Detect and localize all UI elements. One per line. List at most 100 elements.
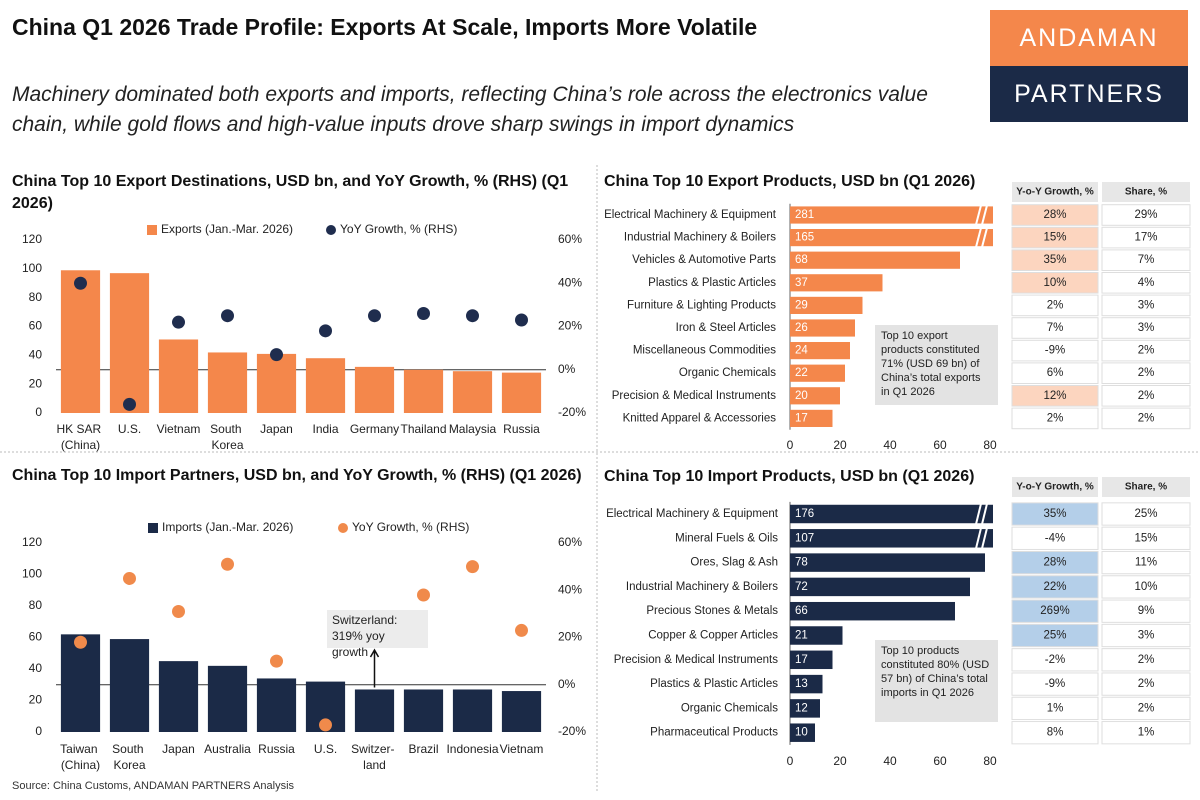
table-value: 29% <box>1134 209 1157 221</box>
value-label: 78 <box>795 557 808 569</box>
dot <box>270 348 283 362</box>
x-tick-label: Taiwan (China) <box>60 742 101 772</box>
table-header: Y-o-Y Growth, % <box>1016 187 1094 198</box>
value-label: 17 <box>795 654 808 666</box>
value-label: 17 <box>795 412 808 424</box>
table-cell <box>1101 294 1191 317</box>
bar <box>790 364 845 382</box>
table-value: 7% <box>1047 322 1064 334</box>
bar <box>790 553 985 572</box>
bar <box>790 342 850 360</box>
x-tick-label: Vietnam <box>500 742 544 756</box>
bar <box>207 352 248 413</box>
bar <box>790 601 955 621</box>
table-value: 35% <box>1043 254 1066 266</box>
table-cell <box>1011 550 1099 575</box>
bar <box>790 229 993 247</box>
category-label: Precision & Medical Instruments <box>614 654 779 666</box>
table-value: 22% <box>1043 581 1066 593</box>
bar <box>452 371 493 413</box>
legend-label: Imports (Jan.-Mar. 2026) <box>162 520 293 534</box>
legend-label: YoY Growth, % (RHS) <box>340 222 457 236</box>
value-label: 26 <box>795 322 808 334</box>
category-label: Electrical Machinery & Equipment <box>606 508 779 520</box>
dot <box>466 560 479 574</box>
chart-title: China Top 10 Export Destinations, USD bn… <box>12 173 569 212</box>
category-label: Plastics & Plastic Articles <box>648 277 776 289</box>
dot <box>74 276 87 290</box>
table-value: 15% <box>1043 232 1066 244</box>
table-value: 28% <box>1043 209 1066 221</box>
table-value: 269% <box>1040 605 1069 617</box>
bar <box>790 723 815 742</box>
table-value: 1% <box>1138 727 1155 739</box>
category-label: Iron & Steel Articles <box>676 322 777 334</box>
table-value: 2% <box>1138 654 1155 666</box>
x-tick-label: U.S. <box>314 742 337 756</box>
table-cell <box>1101 272 1191 294</box>
table-header-cell <box>1102 477 1190 497</box>
axis-break <box>975 503 982 525</box>
value-label: 20 <box>795 390 808 402</box>
annotation: Top 10 products constituted 80% (USD 57 … <box>875 640 998 722</box>
x-tick-label: 0 <box>787 754 794 768</box>
x-tick-label: 20 <box>833 438 847 452</box>
axis-break <box>981 527 988 549</box>
table-cell <box>1101 623 1191 648</box>
table-value: 6% <box>1047 367 1064 379</box>
y-tick-label: 80 <box>29 598 43 612</box>
table-value: -9% <box>1045 678 1065 690</box>
table-value: 2% <box>1138 702 1155 714</box>
bar <box>790 529 993 548</box>
bar <box>207 665 248 732</box>
value-label: 176 <box>795 508 814 520</box>
table-cell <box>1101 526 1191 550</box>
bar <box>790 577 970 597</box>
table-value: 25% <box>1043 630 1066 642</box>
y-tick-label: 60 <box>29 630 43 644</box>
value-label: 22 <box>795 367 808 379</box>
x-tick-label: 60 <box>933 438 947 452</box>
bar <box>403 369 444 413</box>
legend-label: Exports (Jan.-Mar. 2026) <box>161 222 293 236</box>
dot <box>417 588 430 602</box>
x-tick-label: 80 <box>983 438 997 452</box>
table-cell <box>1101 672 1191 696</box>
table-cell <box>1011 502 1099 526</box>
value-label: 72 <box>795 581 808 593</box>
axis-break <box>981 205 988 225</box>
table-value: 35% <box>1043 508 1066 520</box>
table-cell <box>1011 249 1099 271</box>
table-cell <box>1101 407 1191 430</box>
bar <box>501 691 542 732</box>
dot <box>417 307 430 321</box>
table-header-cell <box>1102 182 1190 202</box>
bar <box>501 372 542 413</box>
overflow-arrow <box>369 648 380 688</box>
table-cell <box>1011 204 1099 226</box>
value-label: 281 <box>795 209 814 221</box>
table-value: 1% <box>1047 702 1064 714</box>
y-tick-label: 40 <box>29 661 43 675</box>
axis-break <box>981 503 988 525</box>
table-cell <box>1101 204 1191 226</box>
category-label: Precious Stones & Metals <box>646 605 778 617</box>
table-cell <box>1011 362 1099 384</box>
value-label: 37 <box>795 277 808 289</box>
table-value: 28% <box>1043 557 1066 569</box>
y-tick-label: 100 <box>22 567 42 581</box>
y-tick-label: 20 <box>29 376 43 390</box>
x-tick-label: Australia <box>204 742 251 756</box>
x-tick-label: Brazil <box>408 742 438 756</box>
dot <box>172 605 185 619</box>
bar <box>109 639 150 732</box>
y-tick-label: 120 <box>22 535 42 549</box>
table-value: 7% <box>1138 254 1155 266</box>
bar <box>60 634 101 732</box>
y2-tick-label: 0% <box>558 677 576 691</box>
value-label: 29 <box>795 299 808 311</box>
bar <box>790 251 960 269</box>
table-cell <box>1101 249 1191 271</box>
x-tick-label: South Korea <box>112 742 147 772</box>
